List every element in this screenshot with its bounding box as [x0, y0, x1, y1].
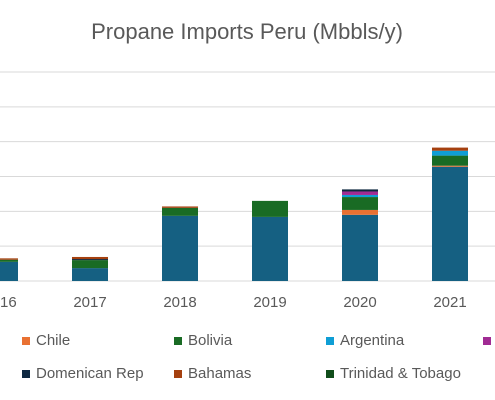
legend-label: Argentina: [340, 332, 405, 349]
legend-swatch: [326, 337, 334, 345]
x-tick-label: 2017: [73, 294, 106, 311]
x-tick-label: 2020: [343, 294, 376, 311]
bar-segment: [342, 214, 378, 281]
legend-label: Bahamas: [188, 365, 251, 382]
legend-swatch: [174, 337, 182, 345]
bar-segment: [342, 194, 378, 198]
legend-label: Bolivia: [188, 332, 233, 349]
x-tick-label: 2021: [433, 294, 466, 311]
legend-label: Trinidad & Tobago: [340, 365, 461, 382]
bar-segment: [432, 147, 468, 151]
bar-segment: [0, 258, 18, 260]
bar-segment: [342, 209, 378, 215]
bar-segment: [342, 189, 378, 192]
legend-swatch: [483, 337, 491, 345]
x-tick-label: 2019: [253, 294, 286, 311]
bar-segment: [72, 260, 108, 269]
bar-segment: [72, 259, 108, 261]
bar-segment: [162, 206, 198, 208]
legend-swatch: [326, 370, 334, 378]
x-tick-label: 16: [0, 294, 17, 311]
chart-title: Propane Imports Peru (Mbbls/y): [91, 19, 403, 44]
legend-label: Chile: [36, 332, 70, 349]
bar-segment: [432, 165, 468, 167]
x-tick-label: 2018: [163, 294, 196, 311]
bar-segment: [432, 166, 468, 281]
bar-segment: [342, 197, 378, 210]
bar-segment: [342, 191, 378, 195]
legend-swatch: [22, 370, 30, 378]
bar-segment: [162, 207, 198, 216]
bar-segment: [252, 216, 288, 281]
bar-segment: [162, 215, 198, 281]
bar-segment: [0, 261, 18, 281]
bar-segment: [72, 256, 108, 260]
legend-swatch: [22, 337, 30, 345]
bar-segment: [0, 259, 18, 262]
bar-segment: [432, 155, 468, 166]
bar-segment: [72, 268, 108, 281]
bar-segment: [432, 150, 468, 156]
legend-label: Domenican Rep: [36, 365, 144, 382]
bar-segment: [252, 200, 288, 217]
legend-swatch: [174, 370, 182, 378]
